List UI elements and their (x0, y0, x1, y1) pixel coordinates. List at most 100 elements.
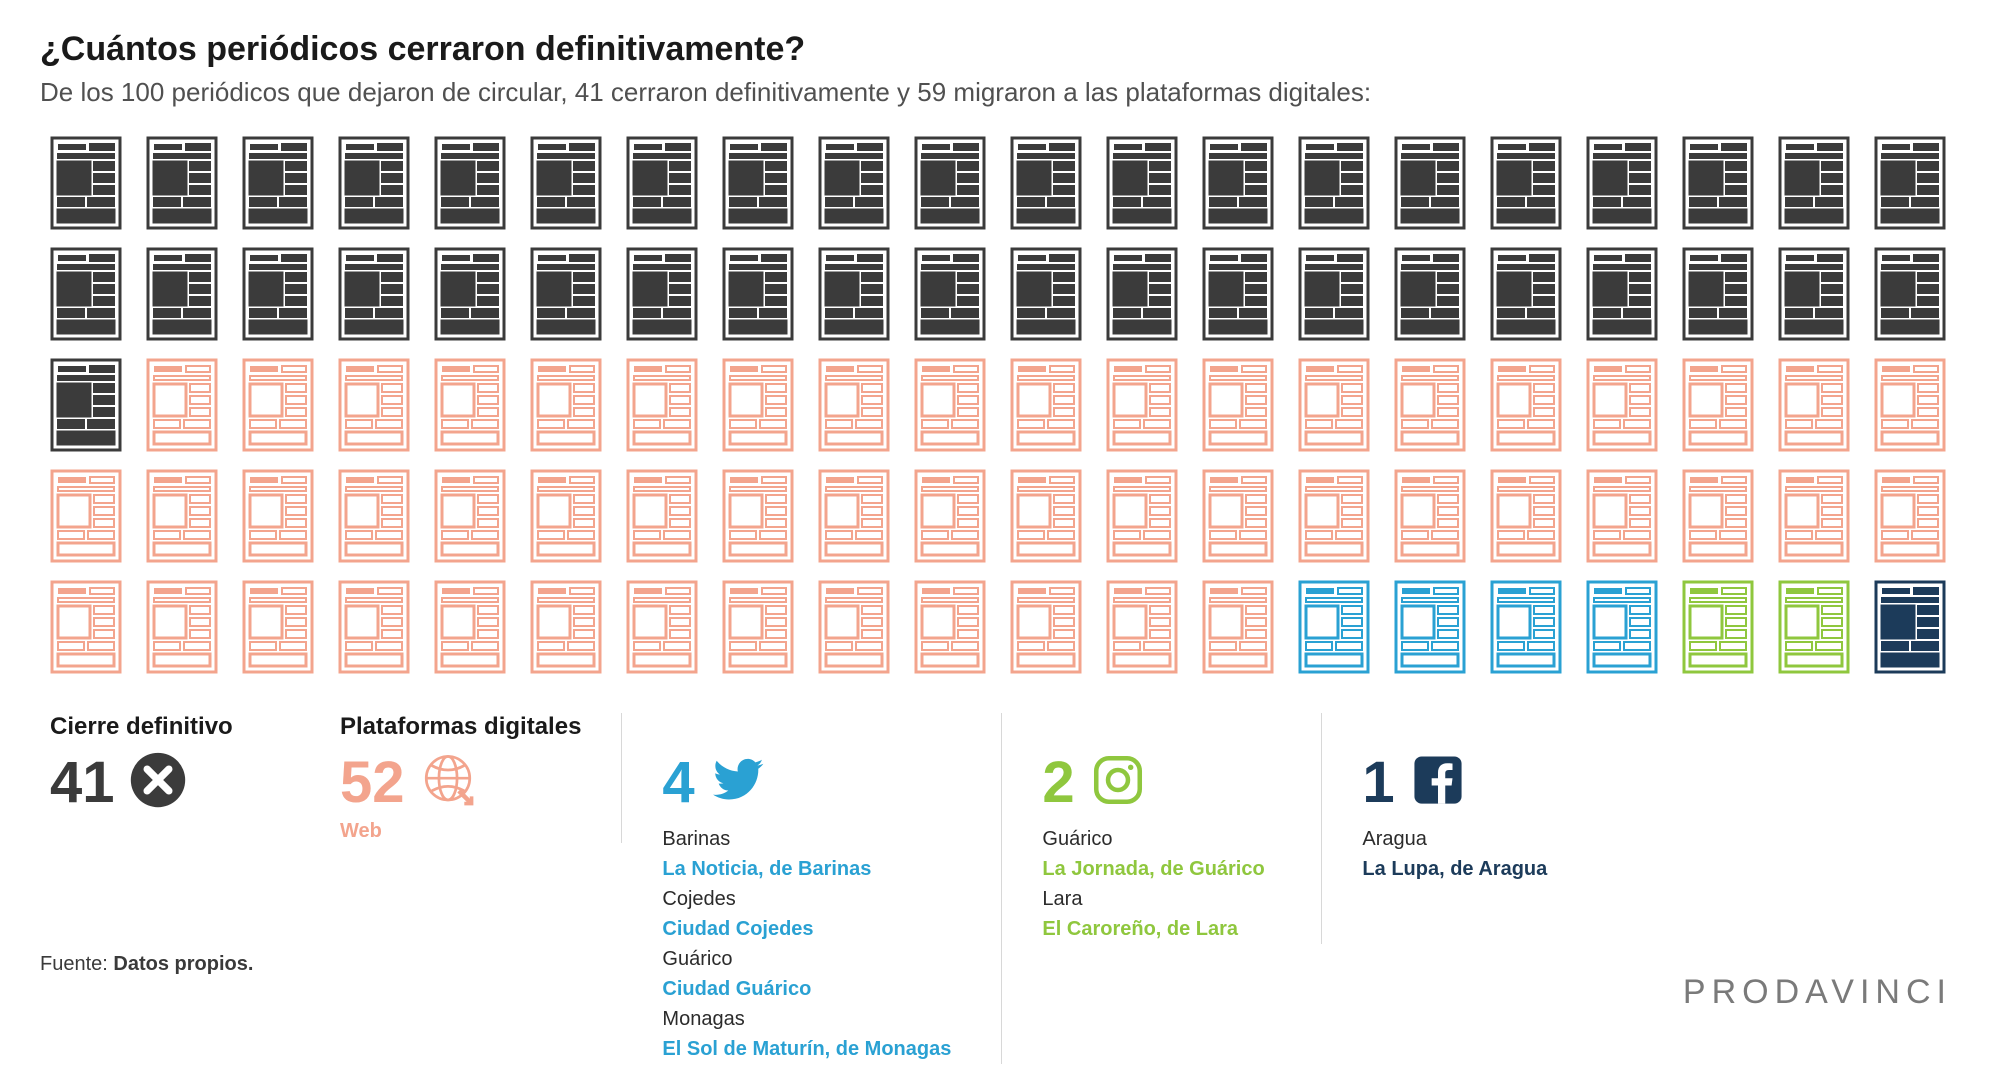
newspaper-icon (1202, 358, 1274, 452)
newspaper-icon (1298, 580, 1370, 674)
pictogram-unit (1874, 136, 1950, 235)
newspaper-icon (1010, 469, 1082, 563)
outlet-name: La Jornada, de Guárico (1042, 854, 1281, 884)
source-label: Fuente: (40, 953, 113, 975)
pictogram-unit (242, 136, 318, 235)
region-label: Monagas (662, 1004, 961, 1034)
web-label: Web (340, 820, 581, 843)
pictogram-unit (914, 358, 990, 457)
newspaper-icon (242, 469, 314, 563)
pictogram-unit (146, 469, 222, 568)
newspaper-icon (434, 580, 506, 674)
pictogram-unit (1778, 247, 1854, 346)
newspaper-icon (1490, 580, 1562, 674)
newspaper-icon (1298, 469, 1370, 563)
pictogram-unit (1298, 469, 1374, 568)
newspaper-icon (434, 136, 506, 230)
pictogram-unit (1298, 580, 1374, 679)
newspaper-icon (914, 136, 986, 230)
newspaper-icon (1682, 469, 1754, 563)
newspaper-icon (1298, 247, 1370, 341)
newspaper-icon (530, 136, 602, 230)
newspaper-icon (626, 247, 698, 341)
newspaper-icon (1586, 358, 1658, 452)
brand-logo: PRODAVINCI (1683, 973, 1952, 1012)
pictogram-unit (530, 136, 606, 235)
newspaper-icon (338, 469, 410, 563)
legend-facebook: . 1 AraguaLa Lupa, de Aragua (1322, 713, 1587, 884)
page-title: ¿Cuántos periódicos cerraron definitivam… (40, 30, 1960, 69)
newspaper-icon (1394, 247, 1466, 341)
newspaper-icon (914, 358, 986, 452)
newspaper-icon (146, 358, 218, 452)
closed-count: 41 (50, 754, 115, 812)
newspaper-icon (530, 358, 602, 452)
pictogram-unit (818, 136, 894, 235)
newspaper-icon (1778, 247, 1850, 341)
newspaper-icon (1682, 136, 1754, 230)
instagram-count: 2 (1042, 754, 1074, 812)
pictogram-unit (626, 136, 702, 235)
newspaper-icon (1010, 580, 1082, 674)
pictogram-unit (722, 469, 798, 568)
newspaper-icon (50, 247, 122, 341)
pictogram-unit (1586, 469, 1662, 568)
pictogram-unit (1010, 358, 1086, 457)
pictogram-unit (1106, 469, 1182, 568)
newspaper-icon (434, 469, 506, 563)
globe-icon (419, 751, 477, 814)
newspaper-icon (1298, 136, 1370, 230)
pictogram-unit (818, 469, 894, 568)
newspaper-icon (1394, 358, 1466, 452)
pictogram-unit (626, 469, 702, 568)
newspaper-icon (1490, 136, 1562, 230)
pictogram-unit (530, 247, 606, 346)
pictogram-unit (338, 136, 414, 235)
pictogram-unit (50, 469, 126, 568)
newspaper-icon (1682, 580, 1754, 674)
pictogram-unit (1010, 580, 1086, 679)
newspaper-icon (1586, 247, 1658, 341)
pictogram-unit (626, 358, 702, 457)
region-label: Cojedes (662, 884, 961, 914)
newspaper-icon (1778, 358, 1850, 452)
page-subtitle: De los 100 periódicos que dejaron de cir… (40, 77, 1960, 108)
source-value: Datos propios. (113, 953, 253, 975)
newspaper-icon (1874, 247, 1946, 341)
newspaper-icon (530, 580, 602, 674)
pictogram-unit (818, 358, 894, 457)
facebook-icon (1409, 751, 1467, 814)
newspaper-icon (722, 358, 794, 452)
newspaper-icon (626, 358, 698, 452)
pictogram-unit (338, 358, 414, 457)
pictogram-unit (1682, 136, 1758, 235)
newspaper-icon (722, 469, 794, 563)
newspaper-icon (146, 580, 218, 674)
legend-closed: Cierre definitivo 41 (50, 713, 300, 814)
pictogram-unit (1778, 358, 1854, 457)
pictogram-unit (1394, 358, 1470, 457)
pictogram-unit (1586, 358, 1662, 457)
newspaper-icon (626, 580, 698, 674)
newspaper-icon (50, 580, 122, 674)
pictogram-unit (50, 580, 126, 679)
region-label: Barinas (662, 824, 961, 854)
pictogram-unit (1586, 247, 1662, 346)
pictogram-unit (242, 469, 318, 568)
newspaper-icon (1490, 469, 1562, 563)
pictogram-unit (1490, 358, 1566, 457)
newspaper-icon (1394, 580, 1466, 674)
newspaper-icon (530, 469, 602, 563)
pictogram-unit (1778, 469, 1854, 568)
pictogram-unit (1202, 580, 1278, 679)
newspaper-icon (1682, 247, 1754, 341)
pictogram-unit (818, 247, 894, 346)
newspaper-icon (1394, 469, 1466, 563)
facebook-count: 1 (1362, 754, 1394, 812)
pictogram-unit (530, 580, 606, 679)
pictogram-unit (1010, 469, 1086, 568)
newspaper-icon (338, 247, 410, 341)
newspaper-icon (1298, 358, 1370, 452)
newspaper-icon (1010, 358, 1082, 452)
pictogram-unit (242, 358, 318, 457)
